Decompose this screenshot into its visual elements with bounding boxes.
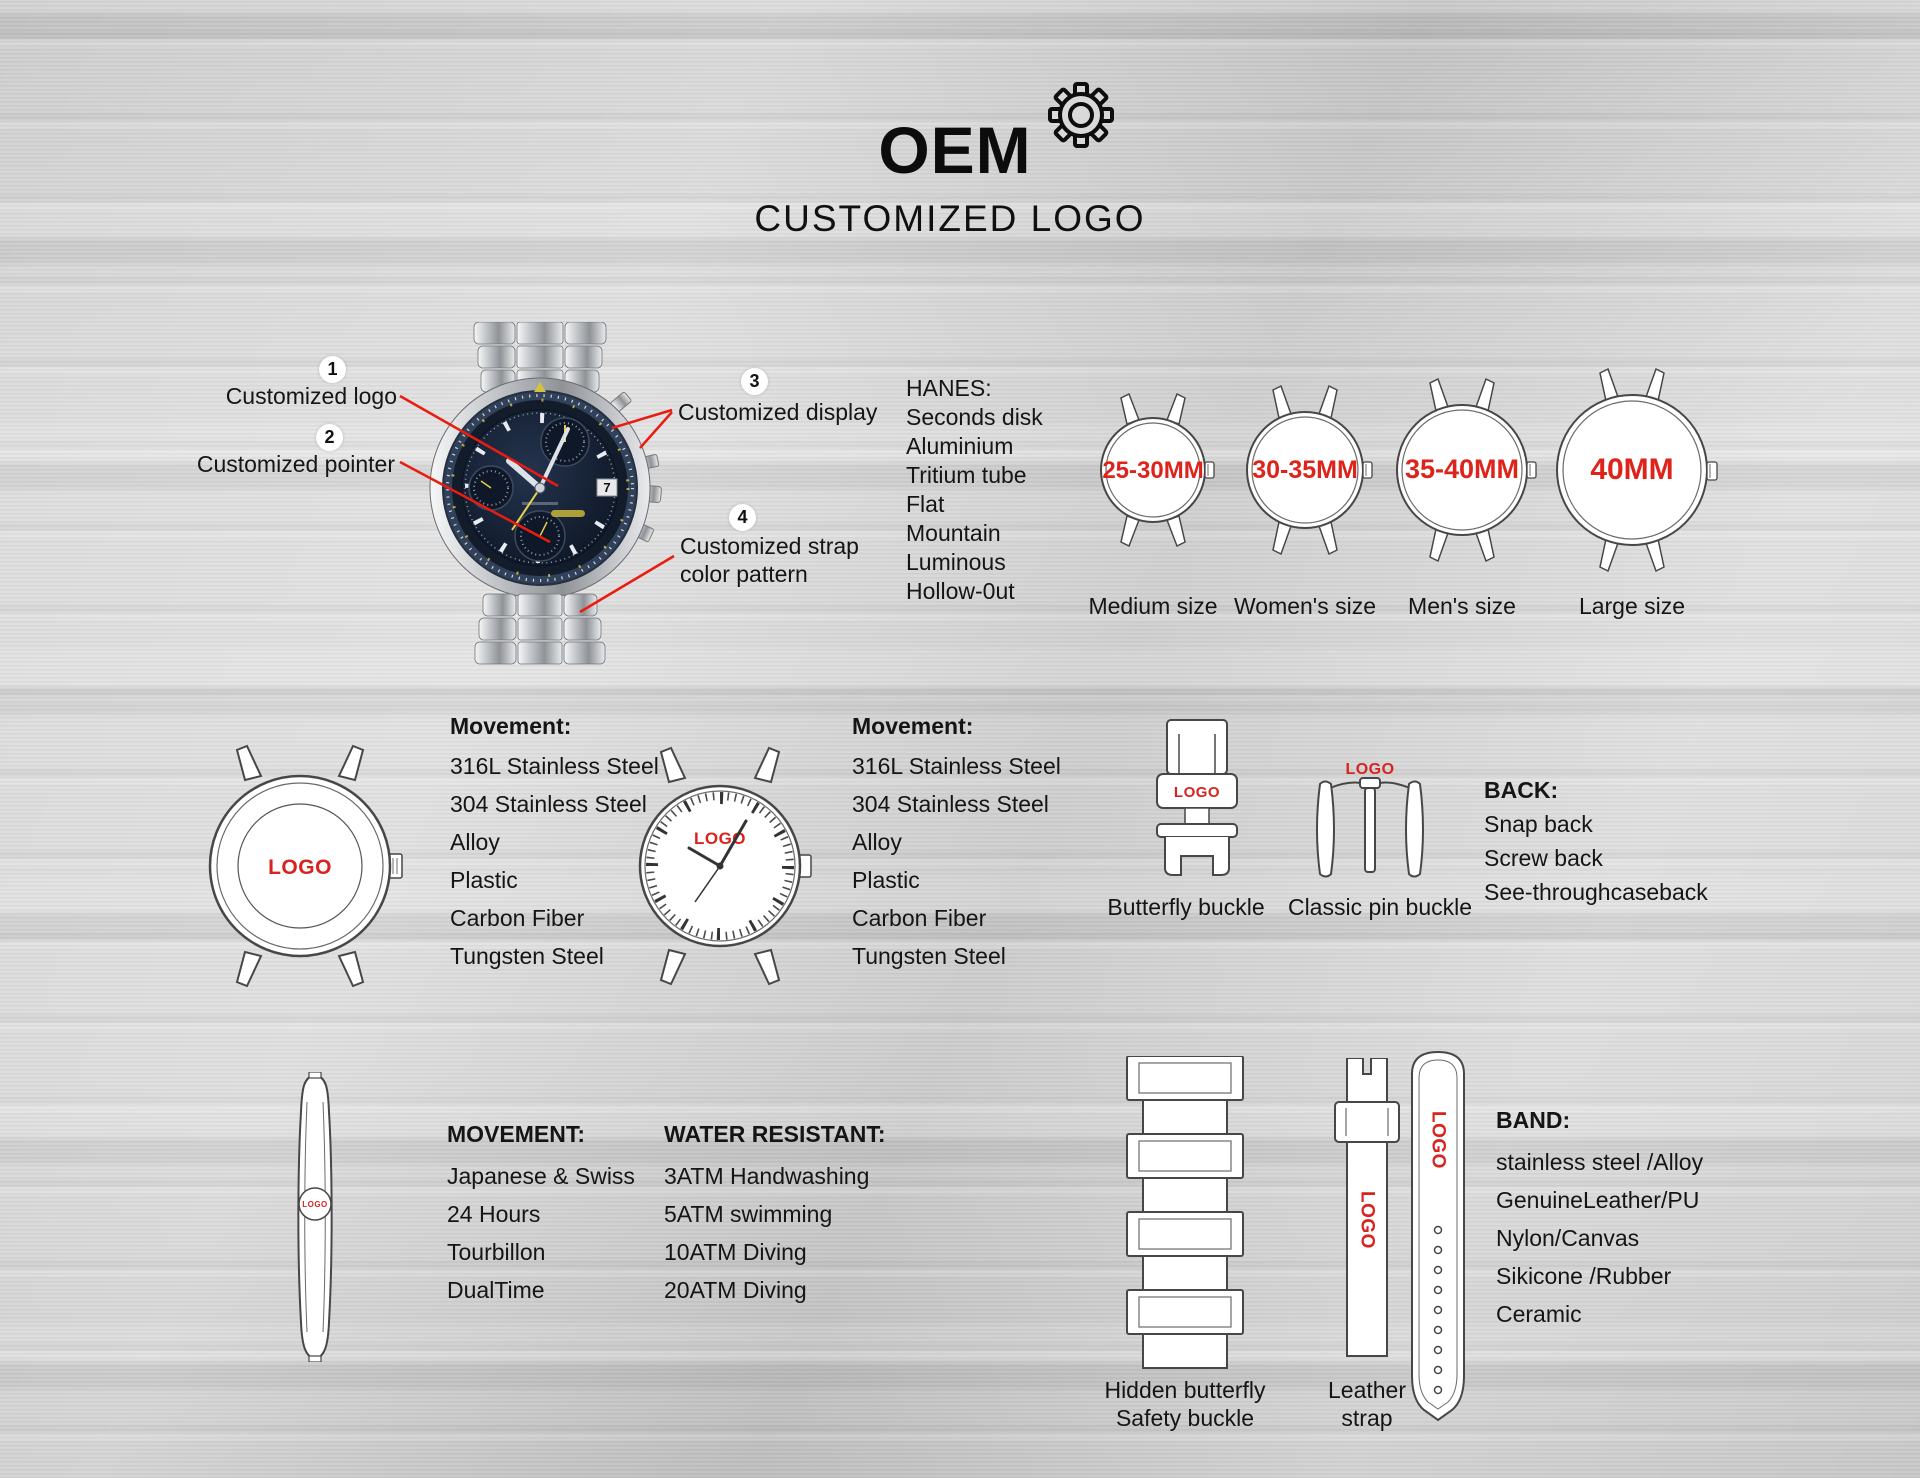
leather-strap-label-line2: strap — [1341, 1405, 1393, 1431]
hands-item: Hollow-0ut — [906, 578, 1015, 604]
watch-dial-front-icon: LOGO — [638, 746, 812, 986]
hands-item: Seconds disk — [906, 404, 1043, 430]
date-window: 7 — [603, 480, 610, 495]
watch-case-front-icon: LOGO — [208, 744, 403, 988]
callout-badge-3: 3 — [741, 368, 768, 395]
material-item: Tungsten Steel — [852, 943, 1006, 969]
brand-title: OEM — [878, 113, 1032, 187]
hands-item: Luminous — [906, 549, 1006, 575]
size-watch-medium-icon: 25-30MM — [1100, 392, 1215, 548]
hands-item: Mountain — [906, 520, 1001, 546]
band-item: Ceramic — [1496, 1301, 1582, 1327]
back-item: Snap back — [1484, 811, 1593, 837]
leather-strap-label: Leather strap — [1317, 1376, 1417, 1432]
band-list: BAND: stainless steel /Alloy GenuineLeat… — [1496, 1106, 1703, 1338]
size-range: 35-40MM — [1405, 454, 1519, 484]
back-title: BACK: — [1484, 777, 1559, 803]
material-title: Movement: — [450, 713, 572, 739]
callout-badge-1: 1 — [319, 356, 346, 383]
size-range: 25-30MM — [1102, 457, 1203, 484]
material-item: Alloy — [450, 829, 500, 855]
material-item: Plastic — [450, 867, 518, 893]
butterfly-buckle-label: Butterfly buckle — [1107, 894, 1265, 920]
movement-type-list: MOVEMENT: Japanese & Swiss 24 Hours Tour… — [447, 1120, 635, 1314]
water-resistant-list: WATER RESISTANT: 3ATM Handwashing 5ATM s… — [664, 1120, 885, 1314]
callout-badge-4: 4 — [729, 504, 756, 531]
band-item: stainless steel /Alloy — [1496, 1149, 1704, 1175]
leather-strap-holes-icon: LOGO — [1411, 1050, 1465, 1422]
bracelet-label: Hidden butterfly Safety buckle — [1085, 1376, 1285, 1432]
material-item: Carbon Fiber — [450, 905, 585, 931]
band-item: GenuineLeather/PU — [1496, 1187, 1700, 1213]
size-watch-mens-icon: 35-40MM — [1396, 377, 1537, 563]
size-range: 30-35MM — [1252, 456, 1358, 484]
callout-label-strap-line2: color pattern — [680, 561, 808, 587]
logo-placeholder: LOGO — [1357, 1191, 1378, 1249]
hands-item: Tritium tube — [906, 462, 1027, 488]
callout-label-strap: Customized strap color pattern — [680, 532, 920, 588]
band-title: BAND: — [1496, 1107, 1571, 1133]
movement-item: Japanese & Swiss — [447, 1163, 635, 1189]
hands-item: Flat — [906, 491, 945, 517]
callout-label-logo: Customized logo — [225, 383, 397, 409]
band-item: Nylon/Canvas — [1496, 1225, 1640, 1251]
material-item: 304 Stainless Steel — [450, 791, 647, 817]
pin-buckle-label: Classic pin buckle — [1287, 894, 1473, 920]
material-item: Carbon Fiber — [852, 905, 987, 931]
water-item: 20ATM Diving — [664, 1277, 807, 1303]
material-item: 316L Stainless Steel — [450, 753, 659, 779]
leather-strap-keeper-icon: LOGO — [1334, 1058, 1400, 1357]
back-list: BACK: Snap back Screw back See-throughca… — [1484, 776, 1708, 912]
logo-placeholder: LOGO — [1428, 1111, 1449, 1169]
logo-placeholder: LOGO — [1174, 784, 1220, 801]
logo-placeholder: LOGO — [302, 1200, 328, 1209]
water-title: WATER RESISTANT: — [664, 1121, 886, 1147]
size-watch-large-icon: 40MM — [1556, 367, 1718, 573]
movement-title: MOVEMENT: — [447, 1121, 585, 1147]
material-item: 316L Stainless Steel — [852, 753, 1061, 779]
watch-photo: 7 — [429, 322, 662, 665]
material-list-2: Movement: 316L Stainless Steel 304 Stain… — [852, 712, 1061, 980]
callout-label-display: Customized display — [678, 399, 878, 425]
logo-placeholder: LOGO — [268, 856, 332, 879]
gear-icon — [1048, 82, 1114, 148]
band-item: Sikicone /Rubber — [1496, 1263, 1672, 1289]
water-item: 3ATM Handwashing — [664, 1163, 870, 1189]
material-list-1: Movement: 316L Stainless Steel 304 Stain… — [450, 712, 659, 980]
bracelet-label-line2: Safety buckle — [1115, 1405, 1255, 1431]
size-watch-womens-icon: 30-35MM — [1246, 384, 1373, 556]
movement-item: Tourbillon — [447, 1239, 546, 1265]
water-item: 5ATM swimming — [664, 1201, 833, 1227]
movement-item: DualTime — [447, 1277, 545, 1303]
hands-options-list: HANES: Seconds disk Aluminium Tritium tu… — [906, 374, 1043, 606]
size-label-medium: Medium size — [1088, 593, 1218, 619]
material-item: 304 Stainless Steel — [852, 791, 1049, 817]
hands-title: HANES: — [906, 375, 992, 401]
water-item: 10ATM Diving — [664, 1239, 807, 1265]
material-item: Alloy — [852, 829, 902, 855]
back-item: See-throughcaseback — [1484, 879, 1708, 905]
bracelet-label-line1: Hidden butterfly — [1104, 1377, 1266, 1403]
callout-label-pointer: Customized pointer — [196, 451, 395, 477]
metal-bracelet-icon — [1126, 1056, 1244, 1369]
material-item: Tungsten Steel — [450, 943, 604, 969]
size-label-mens: Men's size — [1408, 593, 1516, 619]
butterfly-buckle-icon: LOGO — [1156, 719, 1238, 876]
pin-buckle-icon: LOGO — [1316, 761, 1424, 878]
back-item: Screw back — [1484, 845, 1603, 871]
movement-item: 24 Hours — [447, 1201, 541, 1227]
size-label-womens: Women's size — [1233, 593, 1376, 619]
leather-strap-label-line1: Leather — [1327, 1377, 1406, 1403]
size-label-large: Large size — [1578, 593, 1686, 619]
material-item: Plastic — [852, 867, 920, 893]
callout-label-strap-line1: Customized strap — [680, 533, 859, 559]
page-title: CUSTOMIZED LOGO — [754, 198, 1146, 239]
callout-badge-2: 2 — [316, 424, 343, 451]
hands-item: Aluminium — [906, 433, 1014, 459]
watch-side-icon: LOGO — [297, 1072, 333, 1362]
logo-placeholder: LOGO — [1345, 761, 1394, 778]
material-title: Movement: — [852, 713, 974, 739]
size-range: 40MM — [1590, 453, 1673, 486]
